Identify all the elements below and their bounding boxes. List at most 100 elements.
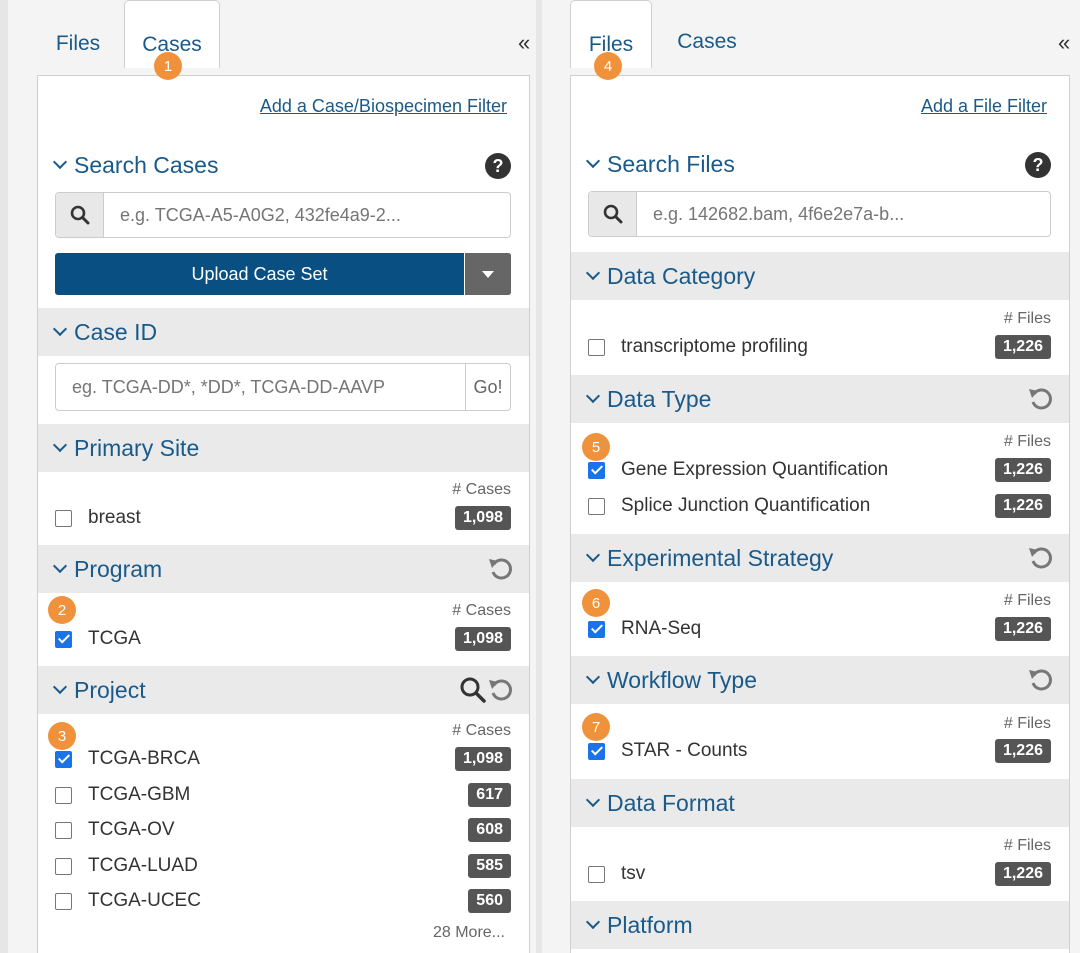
section-title: Workflow Type <box>607 666 757 693</box>
checkbox[interactable] <box>55 509 72 527</box>
facet-label: Gene Expression Quantification <box>621 459 889 480</box>
search-icon[interactable] <box>589 192 637 236</box>
count-badge: 585 <box>468 854 511 878</box>
chevron-down-icon <box>52 437 68 453</box>
tab-cases[interactable]: Cases <box>677 30 737 53</box>
count-badge: 1,226 <box>994 617 1051 641</box>
facet-label: TCGA-LUAD <box>88 855 198 876</box>
count-column-header: # Cases <box>452 481 511 498</box>
project-header[interactable]: Project <box>38 666 529 714</box>
case-id-input[interactable] <box>56 364 465 410</box>
data-category-header[interactable]: Data Category <box>571 252 1069 300</box>
checkbox-checked[interactable] <box>588 742 605 760</box>
checkbox-checked[interactable] <box>588 620 605 638</box>
count-badge: 1,226 <box>994 862 1051 886</box>
reset-icon[interactable] <box>1027 544 1055 572</box>
facet-row-splice-junction[interactable]: Splice Junction Quantification 1,226 <box>588 491 1051 521</box>
experimental-strategy-header[interactable]: Experimental Strategy <box>571 534 1069 582</box>
reset-icon[interactable] <box>487 555 515 583</box>
count-badge: 1,226 <box>994 494 1051 518</box>
count-badge: 1,098 <box>454 506 511 530</box>
section-title: Case ID <box>74 318 158 345</box>
checkbox[interactable] <box>55 892 72 910</box>
collapse-panel-icon[interactable]: « <box>1058 30 1071 55</box>
count-column-header: # Files <box>1003 837 1051 854</box>
count-badge: 560 <box>468 889 511 913</box>
more-projects-link[interactable]: 28 More... <box>432 924 505 941</box>
help-icon[interactable]: ? <box>485 153 511 179</box>
help-icon[interactable]: ? <box>1025 152 1051 178</box>
section-title: Search Files <box>607 150 735 177</box>
chevron-down-icon <box>585 265 601 281</box>
upload-case-set-button[interactable]: Upload Case Set <box>55 253 511 295</box>
chevron-down-icon <box>585 388 601 404</box>
section-title: Search Cases <box>74 151 219 178</box>
facet-label: breast <box>88 507 141 528</box>
caret-down-icon <box>482 270 494 278</box>
step-badge: 7 <box>582 713 610 741</box>
section-title: Primary Site <box>74 434 200 461</box>
chevron-down-icon <box>52 558 68 574</box>
facet-row-rna-seq[interactable]: RNA-Seq 1,226 <box>588 614 1051 644</box>
add-file-filter-link[interactable]: Add a File Filter <box>920 96 1047 116</box>
cases-filter-body: Add a Case/Biospecimen Filter Search Cas… <box>37 75 530 953</box>
checkbox[interactable] <box>55 857 72 875</box>
facet-row-tcga-gbm[interactable]: TCGA-GBM 617 <box>55 780 511 810</box>
checkbox-checked[interactable] <box>588 461 605 479</box>
search-cases-input[interactable] <box>104 193 510 237</box>
checkbox[interactable] <box>55 786 72 804</box>
facet-label: TCGA-OV <box>88 819 175 840</box>
facet-row-tcga-ucec[interactable]: TCGA-UCEC 560 <box>55 886 511 916</box>
section-title: Platform <box>607 911 693 938</box>
platform-header[interactable]: Platform <box>571 901 1069 949</box>
facet-row-breast[interactable]: breast 1,098 <box>55 503 511 533</box>
workflow-type-header[interactable]: Workflow Type <box>571 656 1069 704</box>
reset-icon[interactable] <box>1027 385 1055 413</box>
data-format-header[interactable]: Data Format <box>571 779 1069 827</box>
section-title: Program <box>74 555 163 582</box>
data-type-header[interactable]: Data Type <box>571 375 1069 423</box>
facet-row-tcga-brca[interactable]: TCGA-BRCA 1,098 <box>55 744 511 774</box>
tab-files[interactable]: Files <box>55 32 101 55</box>
checkbox[interactable] <box>588 865 605 883</box>
facet-row-tcga[interactable]: TCGA 1,098 <box>55 624 511 654</box>
count-badge: 1,226 <box>994 458 1051 482</box>
search-files-input[interactable] <box>637 192 1050 236</box>
reset-icon[interactable] <box>1027 666 1055 694</box>
right-tab-bar: Files Cases « <box>542 0 1080 76</box>
search-icon[interactable] <box>459 676 487 704</box>
search-cases-header[interactable]: Search Cases ? <box>38 141 529 189</box>
chevron-down-icon <box>585 547 601 563</box>
facet-row-gene-expression[interactable]: Gene Expression Quantification 1,226 <box>588 455 1051 485</box>
count-badge: 1,226 <box>994 335 1051 359</box>
section-title: Data Format <box>607 789 735 816</box>
upload-dropdown-button[interactable] <box>464 253 511 295</box>
count-badge: 617 <box>468 783 511 807</box>
facet-row-transcriptome-profiling[interactable]: transcriptome profiling 1,226 <box>588 332 1051 362</box>
count-badge: 1,098 <box>454 627 511 651</box>
checkbox[interactable] <box>588 497 605 515</box>
reset-icon[interactable] <box>487 676 515 704</box>
project-actions <box>459 676 515 704</box>
facet-row-tcga-luad[interactable]: TCGA-LUAD 585 <box>55 851 511 881</box>
count-column-header: # Files <box>1003 715 1051 732</box>
go-button[interactable]: Go! <box>465 364 510 410</box>
checkbox-checked[interactable] <box>55 750 72 768</box>
facet-row-star-counts[interactable]: STAR - Counts 1,226 <box>588 736 1051 766</box>
chevron-down-icon <box>585 153 601 169</box>
section-title: Data Type <box>607 385 712 412</box>
checkbox[interactable] <box>588 338 605 356</box>
collapse-panel-icon[interactable]: « <box>518 30 531 55</box>
facet-row-tsv[interactable]: tsv 1,226 <box>588 859 1051 889</box>
search-files-header[interactable]: Search Files ? <box>571 140 1069 188</box>
add-case-filter-link[interactable]: Add a Case/Biospecimen Filter <box>259 96 507 116</box>
program-header[interactable]: Program <box>38 545 529 593</box>
facet-row-tcga-ov[interactable]: TCGA-OV 608 <box>55 815 511 845</box>
primary-site-header[interactable]: Primary Site <box>38 424 529 472</box>
search-icon[interactable] <box>56 193 104 237</box>
files-filter-body: Add a File Filter Search Files ? Data Ca… <box>570 75 1070 953</box>
case-id-header[interactable]: Case ID <box>38 308 529 356</box>
checkbox[interactable] <box>55 821 72 839</box>
checkbox-checked[interactable] <box>55 630 72 648</box>
facet-label: STAR - Counts <box>621 740 748 761</box>
